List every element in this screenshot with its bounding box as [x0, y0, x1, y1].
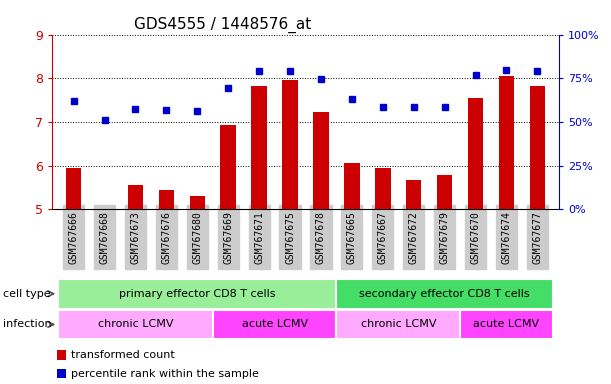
Bar — [337, 310, 460, 339]
Bar — [58, 279, 337, 308]
Bar — [460, 310, 553, 339]
Bar — [251, 86, 267, 209]
Bar — [57, 369, 66, 378]
Text: secondary effector CD8 T cells: secondary effector CD8 T cells — [359, 289, 530, 299]
Bar — [282, 79, 298, 209]
Bar — [221, 126, 236, 209]
Text: GDS4555 / 1448576_at: GDS4555 / 1448576_at — [134, 17, 312, 33]
Bar — [344, 162, 360, 209]
Bar — [437, 175, 452, 209]
Text: transformed count: transformed count — [71, 350, 175, 360]
Text: acute LCMV: acute LCMV — [474, 319, 540, 329]
Bar — [128, 185, 143, 209]
Bar — [189, 196, 205, 209]
Bar — [468, 98, 483, 209]
Bar — [530, 86, 545, 209]
Text: acute LCMV: acute LCMV — [241, 319, 308, 329]
Bar — [313, 112, 329, 209]
Bar — [337, 279, 553, 308]
Text: percentile rank within the sample: percentile rank within the sample — [71, 369, 259, 379]
Text: primary effector CD8 T cells: primary effector CD8 T cells — [119, 289, 276, 299]
Bar — [375, 168, 390, 209]
Text: chronic LCMV: chronic LCMV — [360, 319, 436, 329]
Bar — [499, 76, 514, 209]
Bar — [58, 310, 213, 339]
Text: cell type: cell type — [3, 289, 51, 299]
Text: infection: infection — [3, 319, 52, 329]
Text: chronic LCMV: chronic LCMV — [98, 319, 173, 329]
Bar — [213, 310, 337, 339]
Bar — [66, 168, 81, 209]
Bar — [159, 190, 174, 209]
Bar — [406, 180, 422, 209]
Bar — [57, 350, 66, 360]
